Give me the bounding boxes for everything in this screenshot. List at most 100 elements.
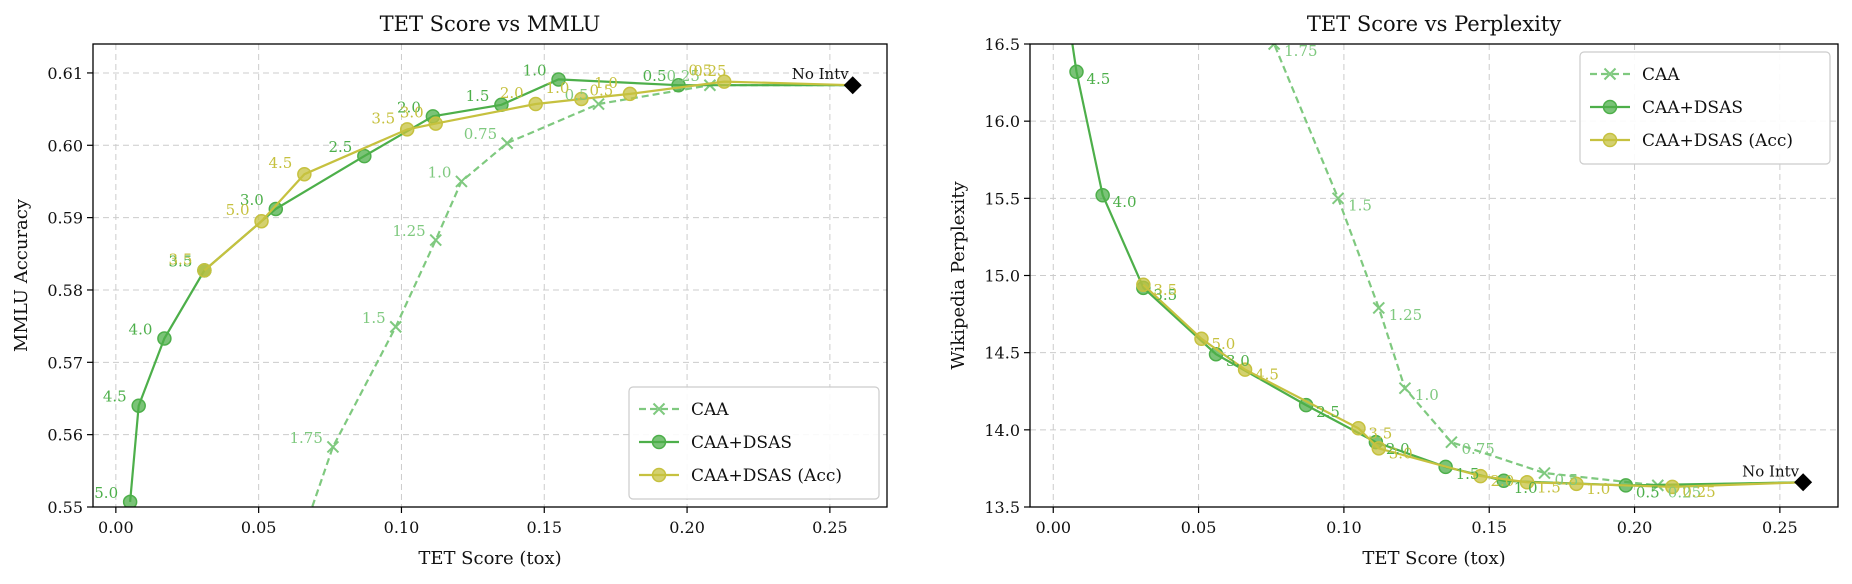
mmlu-y-tick-label: 0.56	[47, 426, 83, 445]
ppl-plot-area	[1069, 44, 1804, 495]
mmlu-y-tick-label: 0.58	[47, 281, 83, 300]
ppl-point-label: 1.0	[1514, 479, 1538, 497]
mmlu-x-tick-label: 0.10	[384, 518, 420, 537]
mmlu-legend: CAA CAA+DSAS CAA+DSAS (Acc)	[628, 386, 880, 500]
mmlu-point-label: 1.5	[362, 309, 386, 327]
mmlu-point-label: 0.5	[643, 67, 667, 85]
mmlu-legend-label: CAA	[691, 400, 729, 420]
ppl-caa-point	[1372, 301, 1385, 315]
ppl-caa-dsas-acc-line	[1142, 283, 1804, 489]
ppl-point-label: 3.5	[1153, 286, 1177, 304]
mmlu-point-label: 2.0	[500, 84, 524, 102]
mmlu-caa-dsas-point	[357, 148, 372, 164]
mmlu-point-label: 1.0	[594, 74, 618, 92]
mmlu-point-label: 0.5	[688, 62, 712, 80]
mmlu-legend-entry-caa-dsas-acc: CAA+DSAS (Acc)	[639, 466, 842, 486]
mmlu-caa-dsas-point	[551, 72, 566, 87]
mmlu-point-label: 5.0	[226, 201, 250, 219]
mmlu-point-label: 1.0	[428, 163, 452, 181]
mmlu-point-label: 2.5	[328, 138, 352, 156]
ppl-caa-point	[1398, 381, 1412, 395]
mmlu-caa-line	[311, 84, 853, 507]
ppl-point-label: 1.5	[1537, 478, 1561, 496]
mmlu-caa-dsas-acc-point	[399, 122, 415, 137]
mmlu-point-label: 2.0	[397, 98, 421, 116]
mmlu-legend-label: CAA+DSAS	[691, 433, 792, 453]
mmlu-caa-point	[389, 320, 402, 334]
ppl-caa-dsas-acc-point	[1665, 479, 1680, 495]
ppl-caa-dsas-acc-point	[1371, 441, 1387, 456]
mmlu-point-label: 3.5	[371, 109, 395, 127]
mmlu-caa-point	[282, 574, 293, 584]
mmlu-y-tick-label: 0.60	[47, 136, 83, 155]
mmlu-caa-dsas-acc-point	[297, 166, 312, 182]
mmlu-chart: 0.00 0.05 0.10 0.15 0.20 0.25 0.55 0.56 0.57 0.58…	[11, 12, 888, 584]
ppl-x-tick-label: 0.25	[1762, 518, 1798, 537]
ppl-x-axis-label: TET Score (tox)	[1362, 548, 1505, 569]
mmlu-chart-title: TET Score vs MMLU	[380, 12, 601, 36]
ppl-caa-dsas-acc-point	[1194, 331, 1209, 347]
ppl-legend-label: CAA+DSAS	[1642, 98, 1743, 118]
mmlu-point-label: 3.0	[400, 104, 424, 122]
mmlu-x-tick-label: 0.25	[812, 518, 848, 537]
mmlu-point-label: 3.5	[169, 252, 193, 270]
mmlu-caa-point	[455, 175, 468, 188]
mmlu-point-label: 1.75	[290, 429, 323, 447]
mmlu-caa-point	[429, 233, 442, 247]
ppl-point-label: 2.5	[1316, 403, 1340, 421]
ppl-point-label: 3.5	[1153, 281, 1177, 299]
mmlu-y-axis-label: MMLU Accuracy	[11, 198, 32, 352]
ppl-point-label: 3.0	[1389, 444, 1413, 462]
mmlu-point-label: 4.5	[268, 154, 292, 172]
mmlu-series-caa	[282, 79, 853, 584]
ppl-x-tick-label: 0.10	[1326, 518, 1362, 537]
ppl-caa-dsas-point	[1069, 64, 1084, 80]
mmlu-caa-dsas-acc-point	[574, 91, 589, 107]
mmlu-caa-dsas-acc-point	[528, 96, 543, 112]
mmlu-caa-point	[326, 440, 340, 454]
mmlu-caa-dsas-acc-line	[203, 80, 853, 272]
mmlu-caa-dsas-point	[131, 398, 146, 413]
ppl-point-label: 2.0	[1386, 440, 1410, 458]
mmlu-point-label: 0.25	[667, 67, 700, 85]
ppl-point-label: 4.5	[1255, 366, 1279, 384]
ppl-series-caa-dsas-acc	[1136, 277, 1804, 495]
ppl-caa-point	[1445, 435, 1458, 449]
ppl-legend-entry-caa-dsas-acc: CAA+DSAS (Acc)	[1590, 131, 1793, 151]
ppl-point-label: 0.25	[1668, 483, 1701, 501]
ppl-legend-label: CAA+DSAS (Acc)	[1642, 131, 1793, 151]
mmlu-y-tick-label: 0.59	[47, 209, 83, 228]
mmlu-caa-point	[500, 136, 514, 150]
mmlu-caa-dsas-point	[122, 494, 138, 507]
ppl-x-tick-label: 0.15	[1471, 518, 1507, 537]
ppl-y-tick-label: 15.0	[984, 267, 1020, 286]
mmlu-point-label: 3.5	[169, 250, 193, 268]
ppl-point-label: 5.0	[1211, 335, 1235, 353]
ppl-x-tick-label: 0.05	[1181, 518, 1217, 537]
ppl-caa-dsas-acc-point	[1569, 476, 1584, 492]
ppl-point-label: 1.0	[1415, 386, 1439, 404]
mmlu-point-label: 3.0	[240, 191, 264, 209]
ppl-point-label: 1.5	[1348, 196, 1372, 214]
ppl-point-label: 0.5	[1636, 483, 1660, 501]
ppl-caa-dsas-acc-point	[1519, 475, 1535, 490]
mmlu-point-label: 1.0	[546, 79, 570, 97]
mmlu-x-tick-label: 0.15	[526, 518, 562, 537]
ppl-legend-box	[1579, 51, 1831, 165]
ppl-point-label: 4.0	[1113, 193, 1137, 211]
mmlu-caa-dsas-acc-point	[428, 116, 443, 131]
ppl-point-label: 1.25	[1389, 306, 1422, 324]
ppl-caa-dsas-acc-point	[1351, 421, 1366, 436]
ppl-no-intervention-marker	[1794, 473, 1813, 492]
ppl-point-label: 0.25	[1682, 483, 1715, 501]
ppl-axes-frame	[1029, 43, 1839, 508]
ppl-annotations: 1.75 1.5 1.25 1.0 0.75 0.5 0.25 4.5 4.0 3.5 3.0 2.5…	[1087, 42, 1716, 501]
ppl-point-label: 0.75	[1461, 440, 1494, 458]
mmlu-legend-box	[628, 386, 880, 500]
mmlu-x-tick-label: 0.20	[669, 518, 705, 537]
ppl-caa-point	[1267, 44, 1281, 51]
ppl-caa-point	[1538, 466, 1551, 480]
mmlu-point-label: 0.75	[464, 125, 497, 143]
ppl-caa-dsas-acc-point	[1237, 362, 1253, 377]
ppl-y-tick-label: 15.5	[984, 189, 1020, 208]
